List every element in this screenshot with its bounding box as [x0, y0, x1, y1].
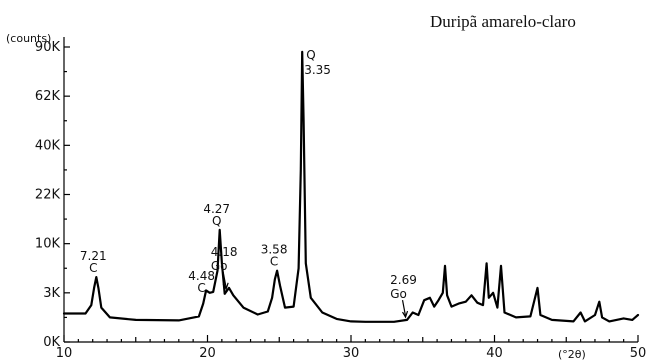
x-tick-label: 10 [56, 346, 73, 361]
y-unit-label: (counts) [6, 32, 51, 45]
x-tick-label: 50 [630, 346, 647, 361]
d-spacing-label: 7.21 [80, 249, 107, 263]
y-tick-label: 3K [43, 286, 60, 301]
peak-label: Go4.18 [211, 245, 238, 291]
diffraction-line-0 [62, 50, 640, 323]
axes [63, 37, 638, 343]
y-ticks: 0K 3K 10K 22K 40K 62K 90K [35, 40, 70, 350]
y-tick-label: 40K [35, 138, 61, 153]
peak-label: C4.48 [188, 269, 215, 295]
arrow-head [402, 310, 409, 319]
peak-label: Q3.35 [304, 48, 331, 77]
y-tick-label: 62K [35, 89, 61, 104]
chart-title: Duripã amarelo-claro [430, 12, 576, 31]
d-spacing-label: 3.58 [261, 243, 288, 257]
d-spacing-label: 4.27 [203, 202, 230, 216]
phase-label: Go [211, 259, 228, 273]
d-spacing-label: 3.35 [304, 63, 331, 77]
x-unit-label: (°2θ) [558, 348, 586, 361]
x-ticks: 10 20 30 40 50 [56, 335, 647, 361]
d-spacing-label: 2.69 [390, 273, 417, 287]
y-tick-label: 90K [35, 40, 61, 55]
phase-label: C [270, 255, 278, 269]
arrow-head [222, 282, 229, 291]
d-spacing-label: 4.18 [211, 245, 238, 259]
peak-label: C3.58 [261, 243, 288, 269]
peak-label: Go2.69 [390, 273, 417, 319]
peak-label: C7.21 [80, 249, 107, 275]
peak-arrow [222, 271, 227, 288]
y-tick-label: 0K [43, 335, 60, 350]
phase-label: C [89, 261, 97, 275]
diffraction-trace [62, 50, 640, 323]
d-spacing-label: 4.48 [188, 269, 215, 283]
phase-label: Q [306, 48, 315, 62]
y-tick-label: 10K [35, 237, 61, 252]
peak-arrow [401, 299, 407, 317]
peak-label: Q4.27 [203, 202, 230, 228]
phase-label: Go [390, 287, 407, 301]
y-tick-label: 22K [35, 188, 61, 203]
x-tick-label: 30 [343, 346, 360, 361]
x-tick-label: 40 [486, 346, 503, 361]
phase-label: Q [212, 214, 221, 228]
phase-label: C [197, 281, 205, 295]
x-tick-label: 20 [199, 346, 216, 361]
